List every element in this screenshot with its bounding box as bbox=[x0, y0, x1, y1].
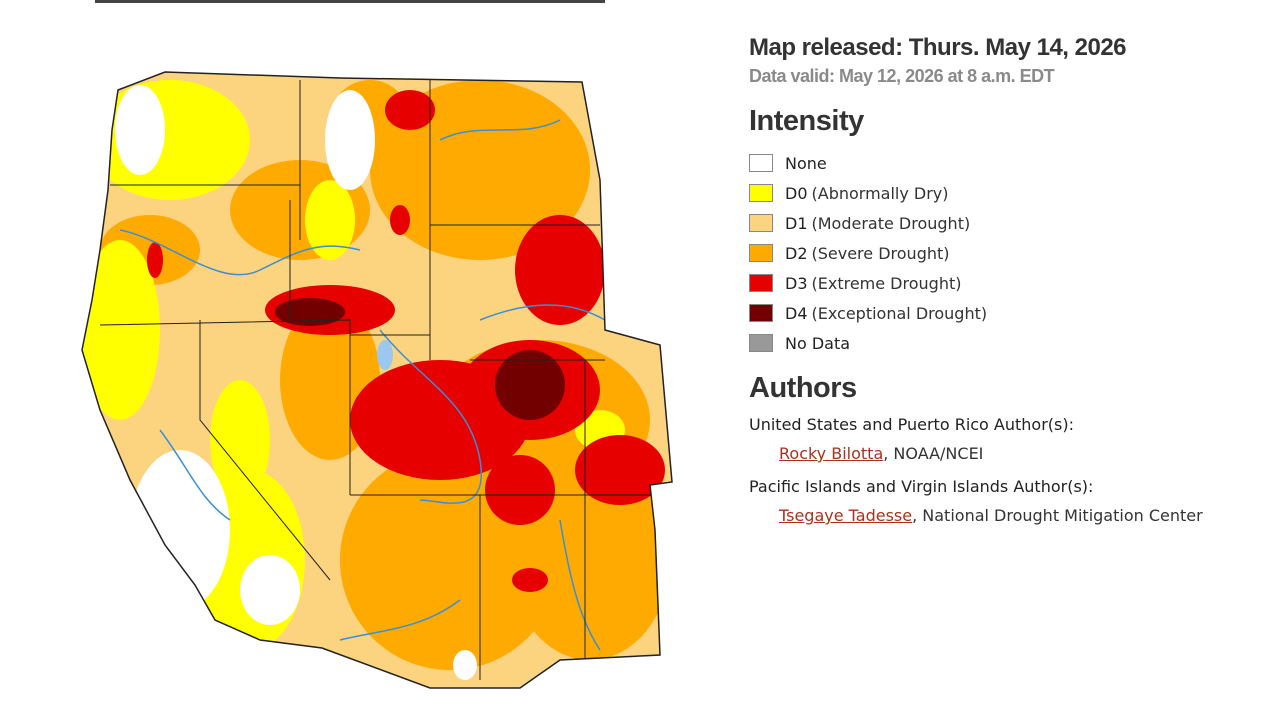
legend-title: Intensity bbox=[749, 105, 864, 137]
legend-description: (Extreme Drought) bbox=[811, 273, 962, 293]
data-valid: Data valid: May 12, 2026 at 8 a.m. EDT bbox=[749, 66, 1055, 86]
legend-code: D3 bbox=[785, 273, 808, 293]
legend-swatch bbox=[749, 214, 773, 232]
legend-swatch bbox=[749, 274, 773, 292]
authors-title: Authors bbox=[749, 372, 857, 404]
drought-map bbox=[81, 0, 673, 689]
legend-item: No Data bbox=[749, 328, 1269, 358]
legend-item: D2 (Severe Drought) bbox=[749, 238, 1269, 268]
legend-code: No Data bbox=[785, 333, 851, 353]
legend-swatch bbox=[749, 244, 773, 262]
legend-code: D2 bbox=[785, 243, 808, 263]
region-outline bbox=[81, 71, 673, 689]
legend-description: (Exceptional Drought) bbox=[811, 303, 988, 323]
legend-item: D1 (Moderate Drought) bbox=[749, 208, 1269, 238]
legend: None D0 (Abnormally Dry) D1 (Moderate Drough… bbox=[749, 148, 1269, 358]
author-affiliation: , National Drought Mitigation Center bbox=[912, 506, 1203, 525]
author-entry: Rocky Bilotta, NOAA/NCEI bbox=[779, 444, 1269, 463]
author-entry: Tsegaye Tadesse, National Drought Mitiga… bbox=[779, 506, 1269, 525]
legend-item: D3 (Extreme Drought) bbox=[749, 268, 1269, 298]
author-link[interactable]: Tsegaye Tadesse bbox=[779, 506, 913, 525]
map-released: Map released: Thurs. May 14, 2026 bbox=[749, 34, 1127, 61]
legend-item: D4 (Exceptional Drought) bbox=[749, 298, 1269, 328]
legend-swatch bbox=[749, 184, 773, 202]
legend-description: (Moderate Drought) bbox=[811, 213, 971, 233]
legend-code: D1 bbox=[785, 213, 808, 233]
info-panel: Map released: Thurs. May 14, 2026 Data v… bbox=[749, 30, 1269, 539]
legend-code: D4 bbox=[785, 303, 808, 323]
legend-code: D0 bbox=[785, 183, 808, 203]
legend-description: (Severe Drought) bbox=[811, 243, 950, 263]
drought-areas bbox=[82, 72, 672, 688]
legend-swatch bbox=[749, 334, 773, 352]
legend-item: D0 (Abnormally Dry) bbox=[749, 178, 1269, 208]
author-group-label: Pacific Islands and Virgin Islands Autho… bbox=[749, 477, 1094, 496]
legend-item: None bbox=[749, 148, 1269, 178]
author-link[interactable]: Rocky Bilotta bbox=[779, 444, 884, 463]
author-group: United States and Puerto Rico Author(s):… bbox=[749, 415, 1269, 463]
top-bar bbox=[95, 0, 605, 3]
authors: United States and Puerto Rico Author(s):… bbox=[749, 415, 1269, 525]
author-group-label: United States and Puerto Rico Author(s): bbox=[749, 415, 1075, 434]
legend-swatch bbox=[749, 304, 773, 322]
legend-swatch bbox=[749, 154, 773, 172]
legend-code: None bbox=[785, 153, 827, 173]
legend-description: (Abnormally Dry) bbox=[811, 183, 949, 203]
author-group: Pacific Islands and Virgin Islands Autho… bbox=[749, 477, 1269, 525]
author-affiliation: , NOAA/NCEI bbox=[883, 444, 984, 463]
